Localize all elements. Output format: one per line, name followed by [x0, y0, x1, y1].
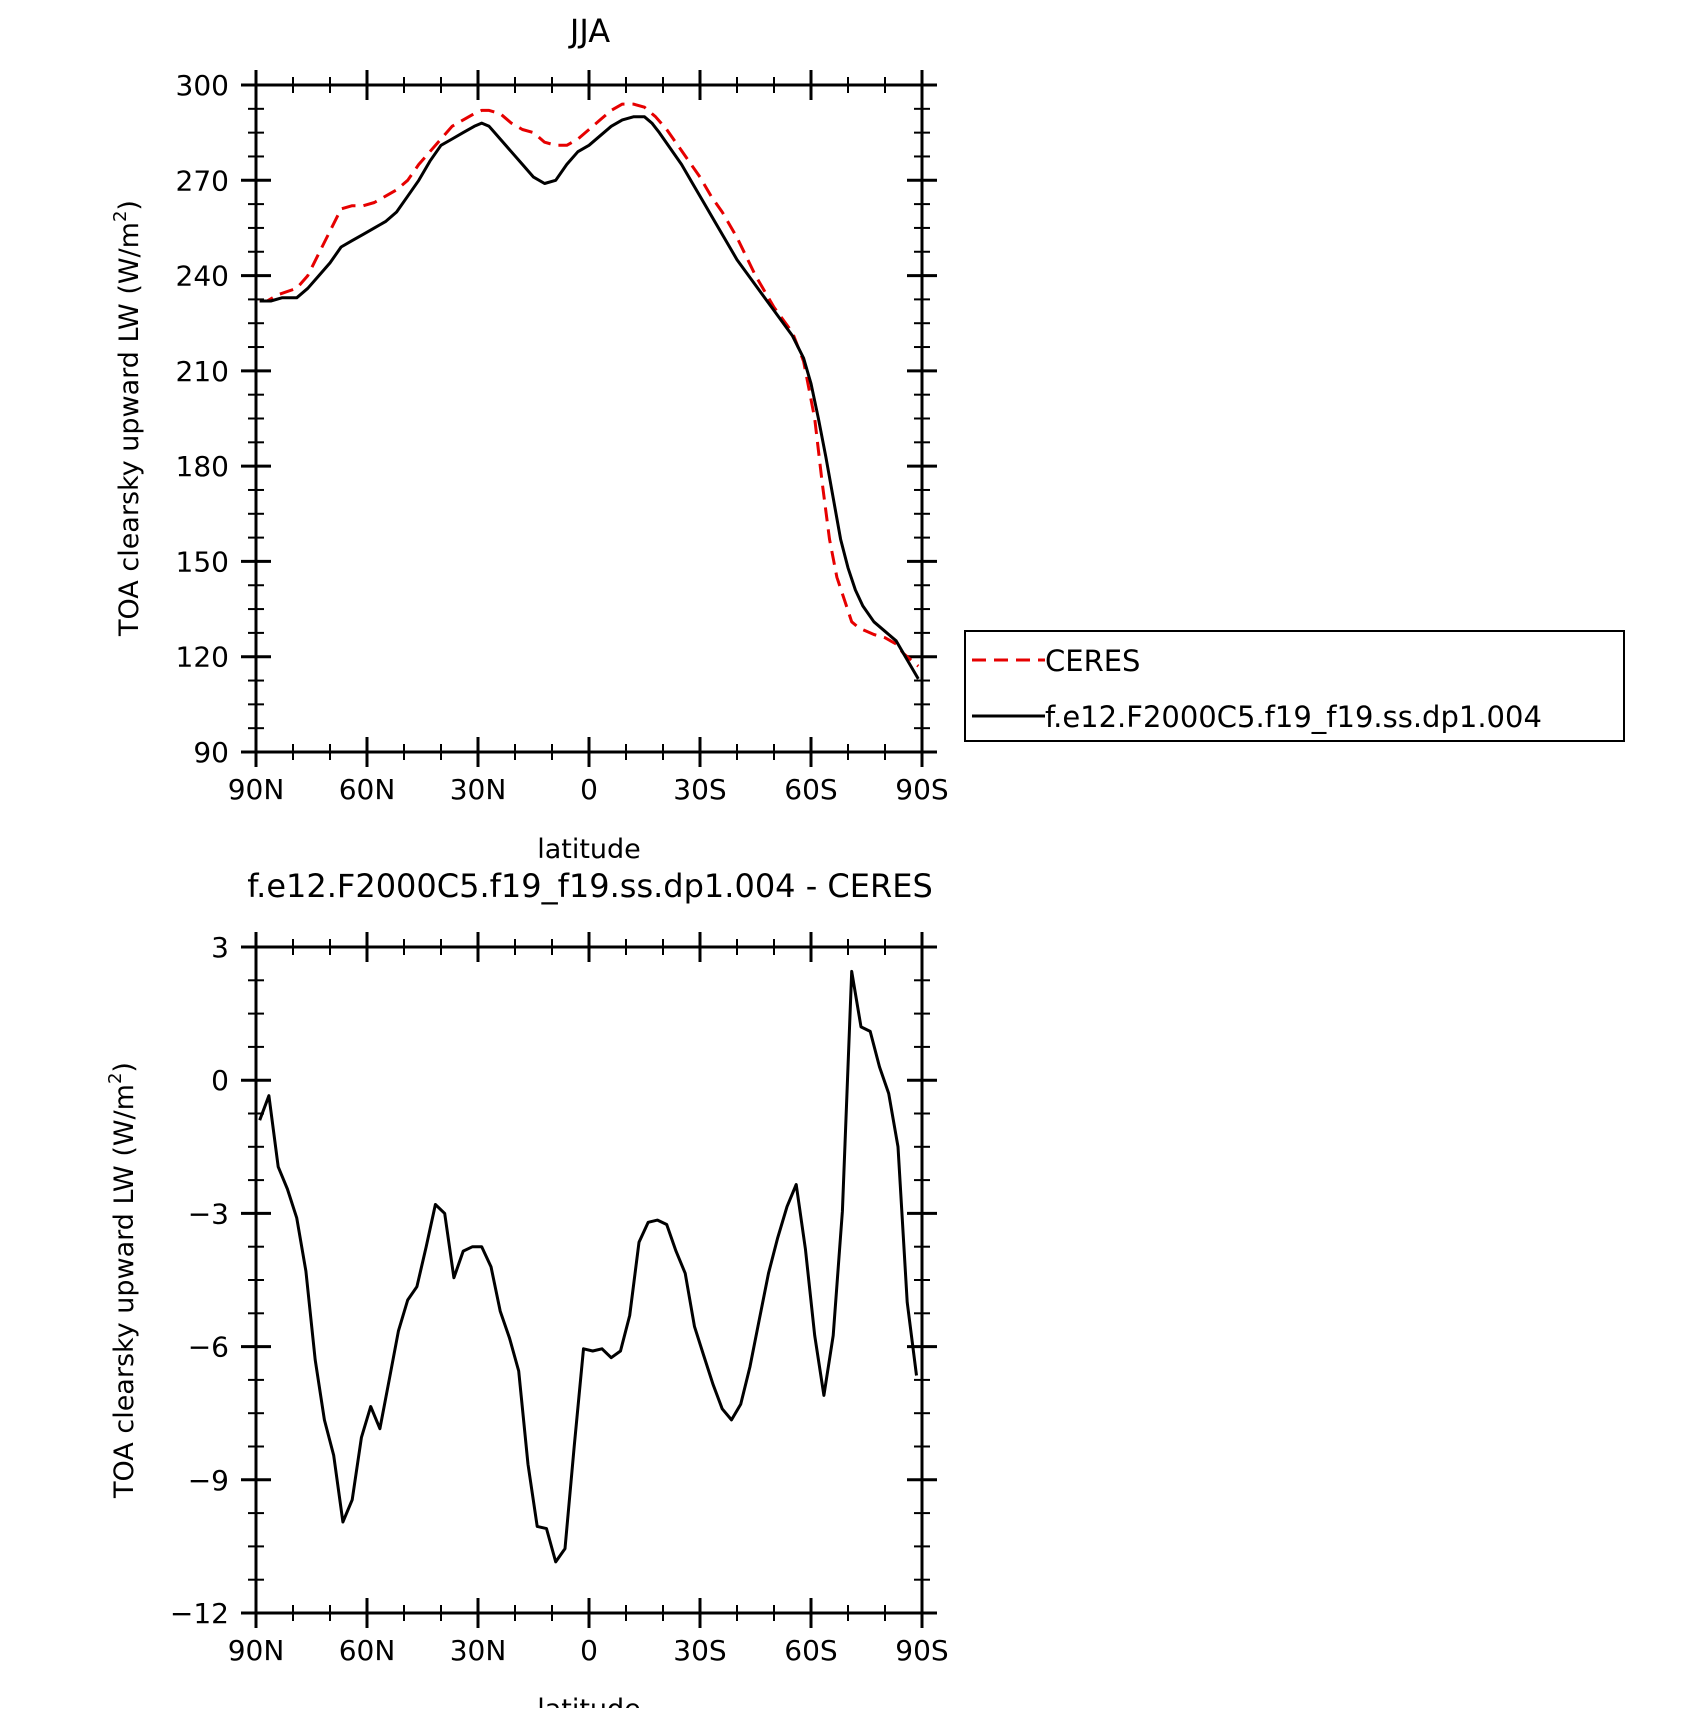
x-tick-label: 60N — [339, 773, 396, 806]
top-x-axis-label: latitude — [537, 834, 641, 865]
bottom-tick-marks — [241, 932, 937, 1628]
x-tick-label: 60N — [339, 1634, 396, 1667]
bottom-y-axis-label-text: TOA clearsky upward LW (W/m — [109, 1084, 140, 1499]
top-tick-marks — [241, 70, 937, 767]
y-tick-label: 300 — [176, 69, 229, 102]
top-plot-title: JJA — [568, 12, 610, 50]
x-tick-label: 90N — [228, 1634, 285, 1667]
top-y-axis-label-text: TOA clearsky upward LW (W/m — [114, 222, 145, 637]
y-tick-label: −6 — [188, 1331, 229, 1364]
y-tick-label: 150 — [176, 545, 229, 578]
y-tick-label: 90 — [193, 736, 229, 769]
y-tick-label: 120 — [176, 641, 229, 674]
y-tick-label: −3 — [188, 1197, 229, 1230]
top-series-lines — [259, 102, 920, 680]
top-tick-labels: 90N 60N 30N 0 30S 60S 90S 90 120 150 180 210 240 270 3… — [176, 69, 949, 806]
model-series-line — [259, 115, 920, 680]
y-tick-label: 270 — [176, 164, 229, 197]
y-tick-label: 3 — [211, 931, 229, 964]
x-tick-label: 30S — [673, 773, 726, 806]
bottom-y-axis-label-exponent: 2 — [105, 1073, 126, 1084]
legend-ceres-label: CERES — [1045, 644, 1140, 678]
ceres-series-line — [259, 102, 920, 668]
top-y-axis-label-close: ) — [114, 200, 145, 211]
bottom-panel: f.e12.F2000C5.f19_f19.ss.dp1.004 - CERES… — [105, 867, 949, 1713]
legend-model-label: f.e12.F2000C5.f19_f19.ss.dp1.004 — [1045, 700, 1542, 734]
x-tick-label: 90S — [895, 1634, 948, 1667]
top-plot-frame — [254, 83, 924, 754]
y-tick-label: 240 — [176, 260, 229, 293]
bottom-x-axis-label: latitude — [537, 1694, 641, 1708]
x-tick-label: 60S — [784, 1634, 837, 1667]
y-tick-label: 210 — [176, 355, 229, 388]
top-y-axis-label: TOA clearsky upward LW (W/m2) — [110, 200, 145, 637]
x-tick-label: 60S — [784, 773, 837, 806]
x-tick-label: 30N — [450, 773, 507, 806]
bottom-series-lines — [258, 969, 918, 1564]
x-tick-label: 90S — [895, 773, 948, 806]
y-tick-label: −12 — [170, 1597, 229, 1630]
x-tick-label: 90N — [228, 773, 285, 806]
y-tick-label: 0 — [211, 1064, 229, 1097]
bottom-plot-frame — [254, 945, 924, 1615]
y-tick-label: 180 — [176, 450, 229, 483]
x-tick-label: 30S — [673, 1634, 726, 1667]
bottom-y-axis-label: TOA clearsky upward LW (W/m2) — [105, 1062, 140, 1499]
bottom-tick-labels: 90N 60N 30N 0 30S 60S 90S −12 −9 −6 −3 0 3 — [170, 931, 949, 1667]
x-tick-label: 30N — [450, 1634, 507, 1667]
top-panel: JJA 90N 60N 30N 0 30S 60S 90S 90 120 150 180 210 240… — [110, 12, 1625, 865]
x-tick-label: 0 — [580, 1634, 598, 1667]
difference-series-line — [258, 969, 918, 1564]
bottom-y-axis-label-close: ) — [109, 1062, 140, 1073]
bottom-plot-title: f.e12.F2000C5.f19_f19.ss.dp1.004 - CERES — [247, 867, 933, 905]
x-tick-label: 0 — [580, 773, 598, 806]
legend: CERES f.e12.F2000C5.f19_f19.ss.dp1.004 — [964, 630, 1625, 742]
top-y-axis-label-exponent: 2 — [110, 211, 131, 222]
legend-box — [964, 630, 1625, 742]
y-tick-label: −9 — [188, 1464, 229, 1497]
